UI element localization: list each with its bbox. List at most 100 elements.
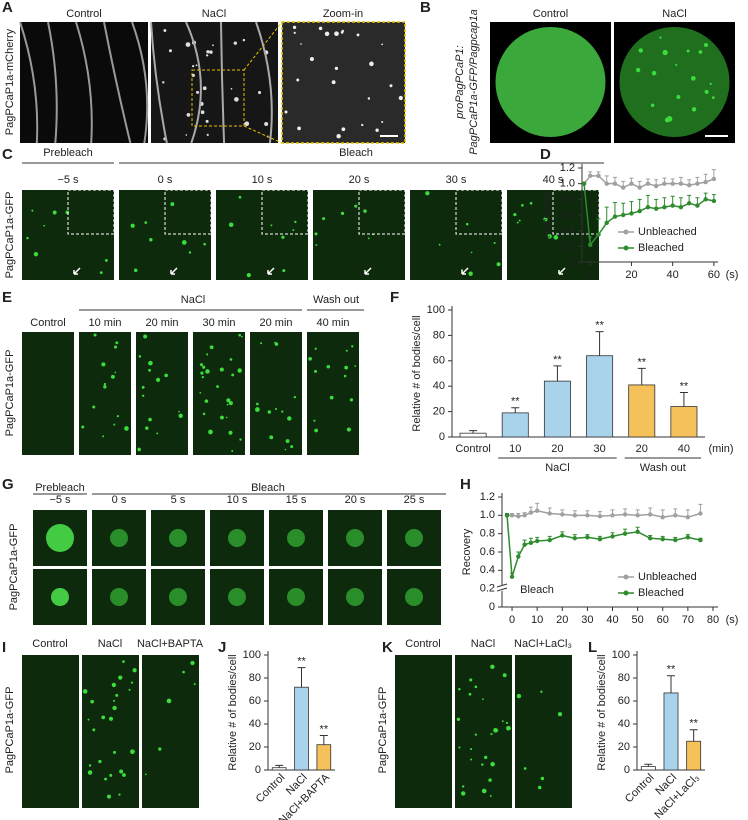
- group-label: Bleach: [339, 147, 373, 159]
- micrograph: [515, 655, 572, 808]
- zoom-frame: [281, 21, 406, 144]
- image-title: Control: [533, 8, 568, 20]
- micrograph: [455, 655, 512, 808]
- error-bar: [689, 729, 698, 742]
- image-title: Control: [30, 317, 65, 329]
- body: [51, 588, 69, 606]
- puncta: [164, 373, 168, 378]
- puncta: [163, 29, 167, 32]
- puncta: [375, 128, 379, 132]
- body: [405, 529, 423, 547]
- puncta: [148, 360, 153, 366]
- puncta: [93, 333, 97, 337]
- puncta: [122, 660, 125, 663]
- inset: [164, 189, 212, 235]
- x-tick-label: 40: [678, 443, 690, 455]
- bar: [586, 355, 614, 438]
- puncta: [659, 36, 662, 39]
- point: [585, 535, 590, 540]
- time-label: 40 min: [316, 317, 349, 329]
- x-tick-label: 30: [581, 614, 593, 626]
- puncta: [119, 769, 124, 774]
- puncta: [496, 262, 501, 267]
- puncta: [231, 449, 234, 452]
- cell-outline: [19, 21, 39, 144]
- point: [504, 513, 510, 518]
- puncta: [238, 195, 242, 199]
- y-tick-label: 0.6: [480, 546, 495, 558]
- puncta: [246, 272, 251, 278]
- puncta: [149, 238, 153, 242]
- puncta: [381, 120, 384, 124]
- time-label: 10 min: [88, 317, 121, 329]
- significance: **: [680, 380, 689, 392]
- puncta: [113, 750, 117, 754]
- puncta: [112, 699, 116, 702]
- point: [660, 536, 665, 542]
- puncta: [87, 770, 93, 775]
- point: [534, 508, 540, 513]
- y-tick-label: 1.2: [480, 491, 495, 503]
- y-tick-label: 60: [618, 695, 630, 707]
- x-unit: (s): [726, 269, 739, 281]
- point: [604, 220, 609, 226]
- zoom-line: [243, 125, 283, 144]
- time-label: 15 s: [286, 494, 307, 506]
- point: [585, 513, 590, 518]
- arrow: [73, 267, 81, 275]
- bar: [670, 406, 698, 438]
- puncta: [228, 401, 233, 406]
- point: [629, 181, 634, 186]
- puncta: [547, 234, 552, 239]
- time-label: 20 s: [345, 494, 366, 506]
- puncta: [33, 252, 39, 257]
- puncta: [516, 221, 519, 224]
- y-axis-label: proPagPCaP1:: [454, 45, 466, 119]
- puncta: [309, 56, 315, 62]
- puncta: [356, 33, 360, 37]
- puncta: [118, 675, 123, 680]
- puncta: [537, 785, 542, 790]
- x-tick-label: 20: [556, 614, 568, 626]
- puncta: [166, 698, 172, 704]
- micrograph: [142, 655, 199, 808]
- puncta: [26, 236, 29, 240]
- point: [662, 181, 667, 186]
- y-tick-label: 1.2: [560, 162, 575, 174]
- puncta: [255, 407, 260, 412]
- error-bar: [553, 365, 562, 382]
- image-title: NaCl: [98, 638, 122, 650]
- puncta: [233, 41, 238, 45]
- puncta: [344, 365, 349, 370]
- puncta: [205, 119, 209, 123]
- puncta: [200, 371, 204, 375]
- puncta: [314, 232, 318, 236]
- puncta: [118, 793, 121, 796]
- cell-outline: [131, 21, 149, 144]
- puncta: [115, 693, 119, 697]
- puncta: [155, 377, 161, 382]
- puncta: [281, 410, 284, 413]
- y-tick-label: 100: [243, 649, 261, 661]
- puncta: [244, 121, 250, 127]
- puncta: [226, 398, 231, 403]
- puncta: [284, 448, 287, 451]
- puncta: [206, 133, 209, 137]
- y-tick-label: 60: [249, 695, 261, 707]
- point: [660, 514, 665, 520]
- y-tick-label: 20: [249, 741, 261, 753]
- point: [637, 185, 642, 190]
- y-tick-label: 80: [249, 672, 261, 684]
- puncta: [506, 725, 511, 731]
- puncta: [226, 403, 229, 406]
- puncta: [101, 715, 106, 720]
- puncta: [334, 31, 339, 37]
- puncta: [482, 698, 484, 700]
- image-title: Control: [32, 638, 67, 650]
- error-bar: [319, 735, 328, 745]
- annotation: Bleach: [520, 584, 554, 596]
- arrow: [558, 267, 566, 275]
- cell-outline: [75, 21, 93, 144]
- point: [685, 514, 691, 520]
